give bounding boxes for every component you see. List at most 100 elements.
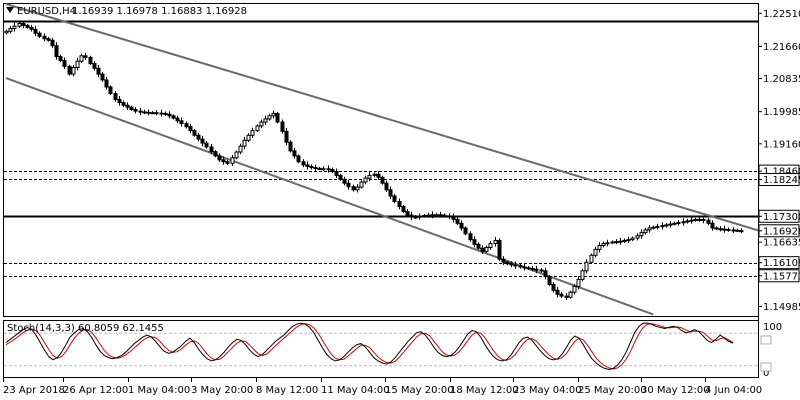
candle-body	[455, 218, 460, 224]
candle-body	[731, 229, 736, 232]
candle-body	[518, 265, 523, 268]
candle-body	[493, 239, 498, 245]
candle-body	[530, 267, 535, 270]
time-tick-label: 15 May 20:00	[385, 385, 454, 396]
candle-body	[505, 261, 510, 265]
stoch-label: Stoch(14,3,3) 60.8059 62.1455	[7, 323, 164, 334]
candle-body	[67, 65, 72, 75]
candle-body	[42, 35, 47, 40]
candle-body	[271, 112, 276, 117]
price-axis-labels: 1.22510 1.21660 1.20835 1.19985 1.19160 1.184…	[758, 9, 800, 313]
candle-body	[584, 261, 589, 272]
price-tick-label: 1.15773	[763, 271, 800, 282]
candle-body	[472, 239, 477, 245]
candle-body	[739, 230, 744, 233]
candle-body	[405, 211, 410, 216]
price-tick-label: 1.22510	[763, 9, 800, 20]
time-tick-label: 30 May 12:00	[641, 385, 710, 396]
candle-body	[635, 235, 640, 239]
candle-body	[522, 266, 527, 269]
candle-body	[146, 111, 151, 114]
candle-body	[309, 165, 314, 169]
candle-body	[697, 218, 702, 221]
candle-body	[159, 112, 164, 115]
candle-body	[706, 219, 711, 224]
candle-body	[200, 138, 205, 144]
price-tick-label: 1.19985	[763, 107, 800, 118]
candle-body	[655, 225, 660, 228]
candle-body	[192, 130, 197, 136]
candle-body	[100, 73, 105, 81]
symbol-dropdown-icon[interactable]	[6, 7, 14, 13]
candle-body	[735, 229, 740, 232]
candle-body	[351, 186, 356, 191]
candle-body	[681, 221, 686, 224]
candle-body	[597, 244, 602, 250]
candle-body	[79, 55, 84, 62]
candle-body	[447, 215, 452, 218]
candle-body	[33, 28, 38, 34]
candle-body	[179, 120, 184, 125]
candle-body	[463, 227, 468, 235]
candle-body	[213, 151, 218, 157]
candle-body	[543, 270, 548, 278]
candle-body	[589, 254, 594, 263]
candle-body	[555, 289, 560, 295]
candle-body	[664, 224, 669, 227]
candle-body	[601, 243, 606, 246]
candle-body	[438, 214, 443, 217]
candle-body	[117, 98, 122, 104]
stoch-scale-0: 0	[763, 368, 769, 379]
candle-body	[355, 186, 360, 191]
candle-body	[25, 24, 30, 28]
time-tick-label: 26 Apr 12:00	[63, 385, 128, 396]
candle-body	[58, 56, 63, 61]
candle-body	[96, 67, 101, 75]
candle-body	[204, 142, 209, 148]
candle-body	[689, 219, 694, 222]
level-lines	[4, 20, 758, 277]
candle-body	[426, 214, 431, 217]
time-tick-label: 11 May 04:00	[321, 385, 390, 396]
candle-body	[363, 177, 368, 183]
candle-body	[113, 93, 118, 100]
candle-body	[392, 195, 397, 202]
time-tick-label: 4 Jun 04:00	[705, 385, 762, 396]
candle-body	[175, 117, 180, 122]
candle-body	[676, 222, 681, 225]
candle-body	[246, 134, 251, 141]
candle-body	[409, 214, 414, 218]
candle-body	[468, 233, 473, 241]
candle-body	[188, 126, 193, 132]
stoch-level-20-box	[760, 362, 772, 372]
candle-body	[250, 130, 255, 136]
candle-body	[37, 32, 42, 37]
candle-body	[413, 216, 418, 219]
candle-body	[121, 102, 126, 106]
candle-body	[388, 189, 393, 197]
time-tick-label: 8 May 12:00	[256, 385, 318, 396]
candle-body	[238, 145, 243, 153]
candle-body	[480, 247, 485, 252]
candle-body	[384, 182, 389, 191]
candle-body	[513, 264, 518, 267]
candle-body	[150, 112, 155, 115]
candle-body	[296, 155, 301, 163]
candle-body	[459, 222, 464, 229]
candle-body	[714, 227, 719, 230]
candle-body	[125, 104, 130, 108]
stoch-main-line	[5, 322, 734, 371]
candle-body	[4, 30, 9, 34]
candle-body	[104, 79, 109, 88]
candle-body	[317, 167, 322, 170]
candle-body	[209, 146, 214, 153]
candles	[4, 20, 744, 300]
candle-body	[313, 167, 318, 170]
stoch-level-80-box	[760, 335, 772, 345]
candle-body	[330, 169, 335, 172]
candle-body	[367, 174, 372, 179]
candle-body	[83, 55, 88, 58]
candle-body	[622, 239, 627, 242]
stoch-scale-100: 100	[763, 322, 782, 333]
